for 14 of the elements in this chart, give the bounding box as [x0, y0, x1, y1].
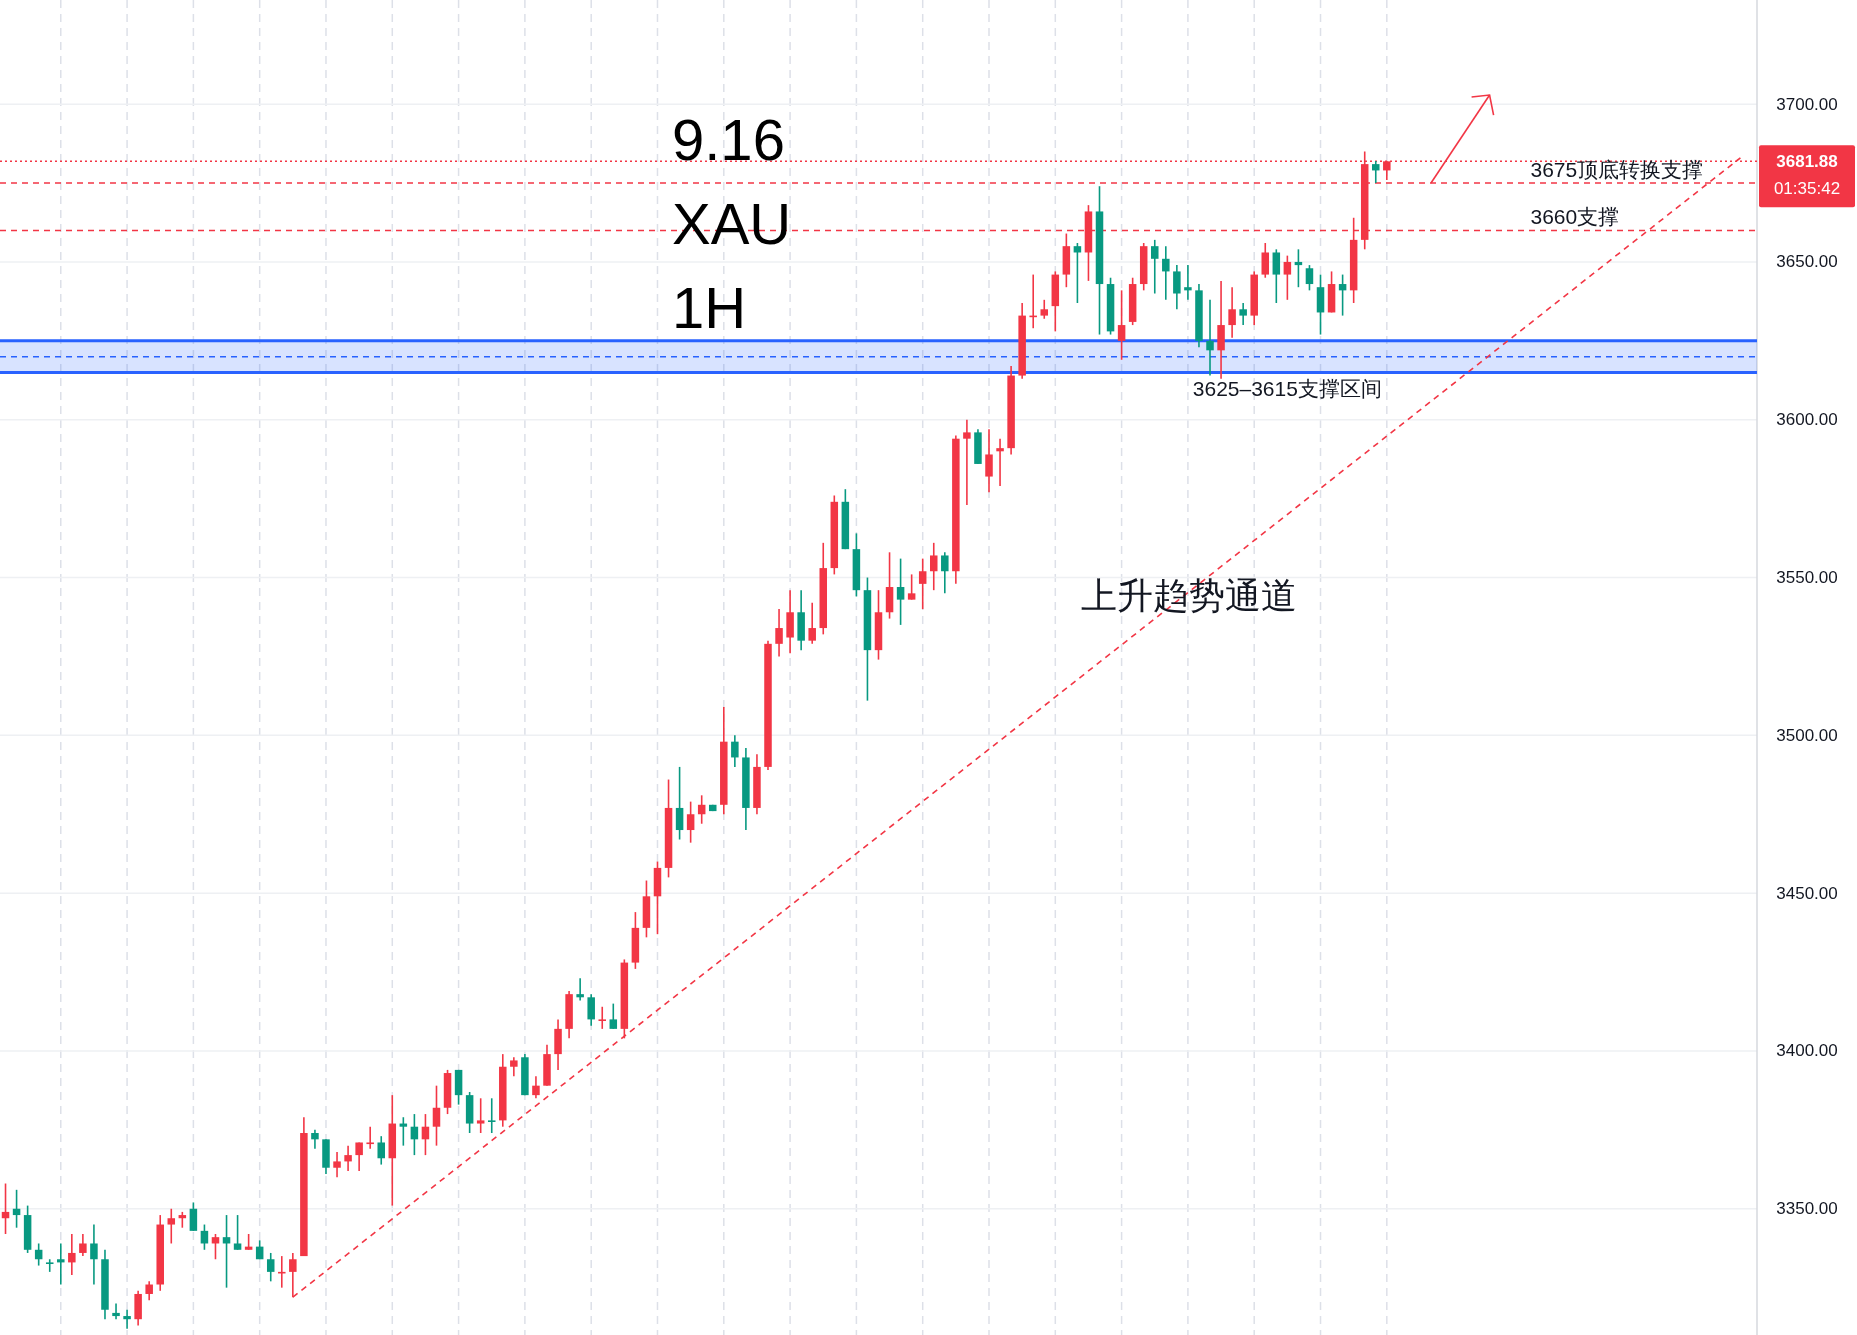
- y-tick-label: 3550.00: [1776, 568, 1838, 588]
- ref-line-label: 3660支撑: [1530, 205, 1620, 229]
- y-tick-label: 3500.00: [1776, 725, 1838, 745]
- y-tick-label: 3650.00: [1776, 252, 1838, 272]
- annotation: 上升趋势通道: [1080, 574, 1297, 616]
- ref-line-label: 3675顶底转换支撑: [1530, 158, 1704, 182]
- y-tick-label: 3700.00: [1776, 94, 1838, 114]
- y-tick-label: 3350.00: [1776, 1199, 1838, 1219]
- y-tick-label: 3600.00: [1776, 410, 1838, 430]
- y-tick-label: 3400.00: [1776, 1041, 1838, 1061]
- ref-line-label: 3681.88 01:35:42: [1773, 151, 1841, 198]
- price-tag: 3681.88 01:35:42: [1759, 145, 1855, 208]
- band-label: 3625–3615支撑区间: [1192, 376, 1382, 400]
- y-tick-label: 3450.00: [1776, 883, 1838, 903]
